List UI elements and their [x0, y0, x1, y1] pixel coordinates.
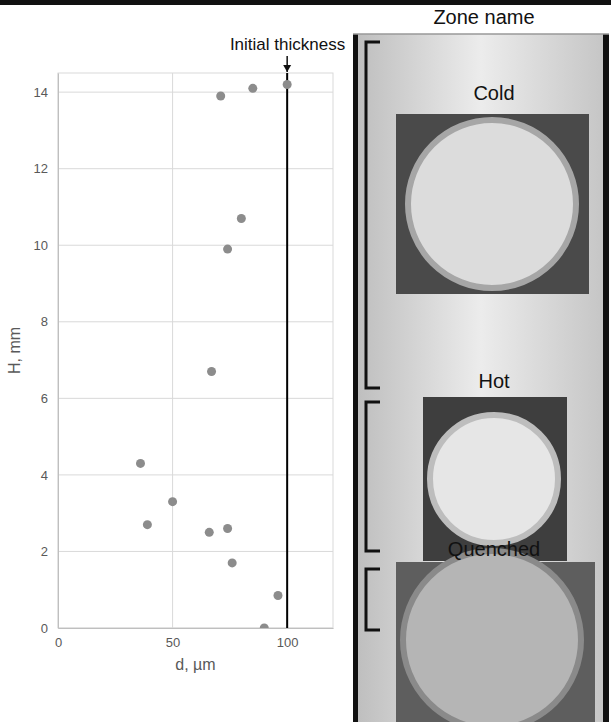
point [143, 520, 152, 529]
zone-image [423, 397, 567, 561]
point [248, 84, 257, 93]
x-tick: 100 [277, 628, 299, 650]
point [136, 459, 145, 468]
y-axis: 0 2 4 6 8 10 12 14 [34, 74, 59, 636]
point [168, 497, 177, 506]
x-tick-label: 100 [277, 635, 299, 650]
x-tick: 0 [55, 628, 62, 650]
zone-bracket [366, 402, 380, 551]
panel-title: Zone name [433, 6, 534, 28]
zone-image-section [403, 551, 581, 722]
x-axis-line [59, 628, 334, 629]
x-axis-title: d, µm [175, 656, 215, 673]
grid [58, 73, 333, 628]
zone-bracket [366, 42, 380, 388]
zone-image-section [430, 415, 558, 543]
point [260, 624, 269, 629]
zone-bracket [366, 569, 380, 630]
point [283, 80, 292, 89]
point [228, 558, 237, 567]
grid-line-y [58, 321, 333, 322]
annotation: Initial thickness [230, 35, 345, 54]
y-tick-label: 12 [34, 161, 48, 176]
grid-line-y [58, 474, 333, 475]
zone-image [396, 114, 589, 294]
y-tick: 2 [41, 544, 58, 559]
grid-line-x [287, 73, 288, 628]
y-tick-label: 8 [41, 314, 48, 329]
y-tick: 10 [34, 238, 58, 253]
y-tick: 14 [34, 85, 58, 100]
y-axis-title: H, mm [6, 327, 23, 374]
point [223, 245, 232, 254]
y-tick-label: 0 [41, 621, 48, 636]
plot-area [136, 73, 292, 628]
point [205, 528, 214, 537]
y-tick-label: 2 [41, 544, 48, 559]
top-strip [0, 0, 611, 5]
panel-right-edge [603, 34, 609, 722]
x-tick-label: 50 [166, 635, 180, 650]
grid-line-y [58, 168, 333, 169]
zone-label: Hot [478, 370, 510, 392]
grid-line-y [58, 245, 333, 246]
y-tick: 12 [34, 161, 58, 176]
point [237, 214, 246, 223]
grid-line-y [58, 92, 333, 93]
point [223, 524, 232, 533]
panel-header-line [353, 33, 609, 35]
grid-line-y [58, 551, 333, 552]
annotation-arrowhead [283, 65, 291, 72]
y-tick-label: 10 [34, 238, 48, 253]
y-tick-label: 14 [34, 85, 48, 100]
zone-image-section [408, 120, 576, 288]
y-tick: 0 [41, 621, 58, 636]
plot-frame [58, 73, 333, 628]
point [207, 367, 216, 376]
x-tick: 50 [166, 628, 180, 650]
point [216, 91, 225, 100]
grid-line-y [58, 398, 333, 399]
point [274, 591, 283, 600]
y-axis-line [58, 74, 59, 629]
y-tick-label: 6 [41, 391, 48, 406]
grid-line-x [172, 73, 173, 628]
y-tick: 6 [41, 391, 58, 406]
x-tick-label: 0 [55, 635, 62, 650]
reference-line [286, 73, 288, 628]
panel-left-edge [353, 34, 358, 722]
y-tick: 4 [41, 468, 58, 483]
y-tick-label: 4 [41, 468, 48, 483]
x-axis: 0 50 100 [55, 628, 334, 650]
zone-label: Cold [473, 82, 514, 104]
zone-label: Quenched [448, 538, 540, 560]
y-tick: 8 [41, 314, 58, 329]
